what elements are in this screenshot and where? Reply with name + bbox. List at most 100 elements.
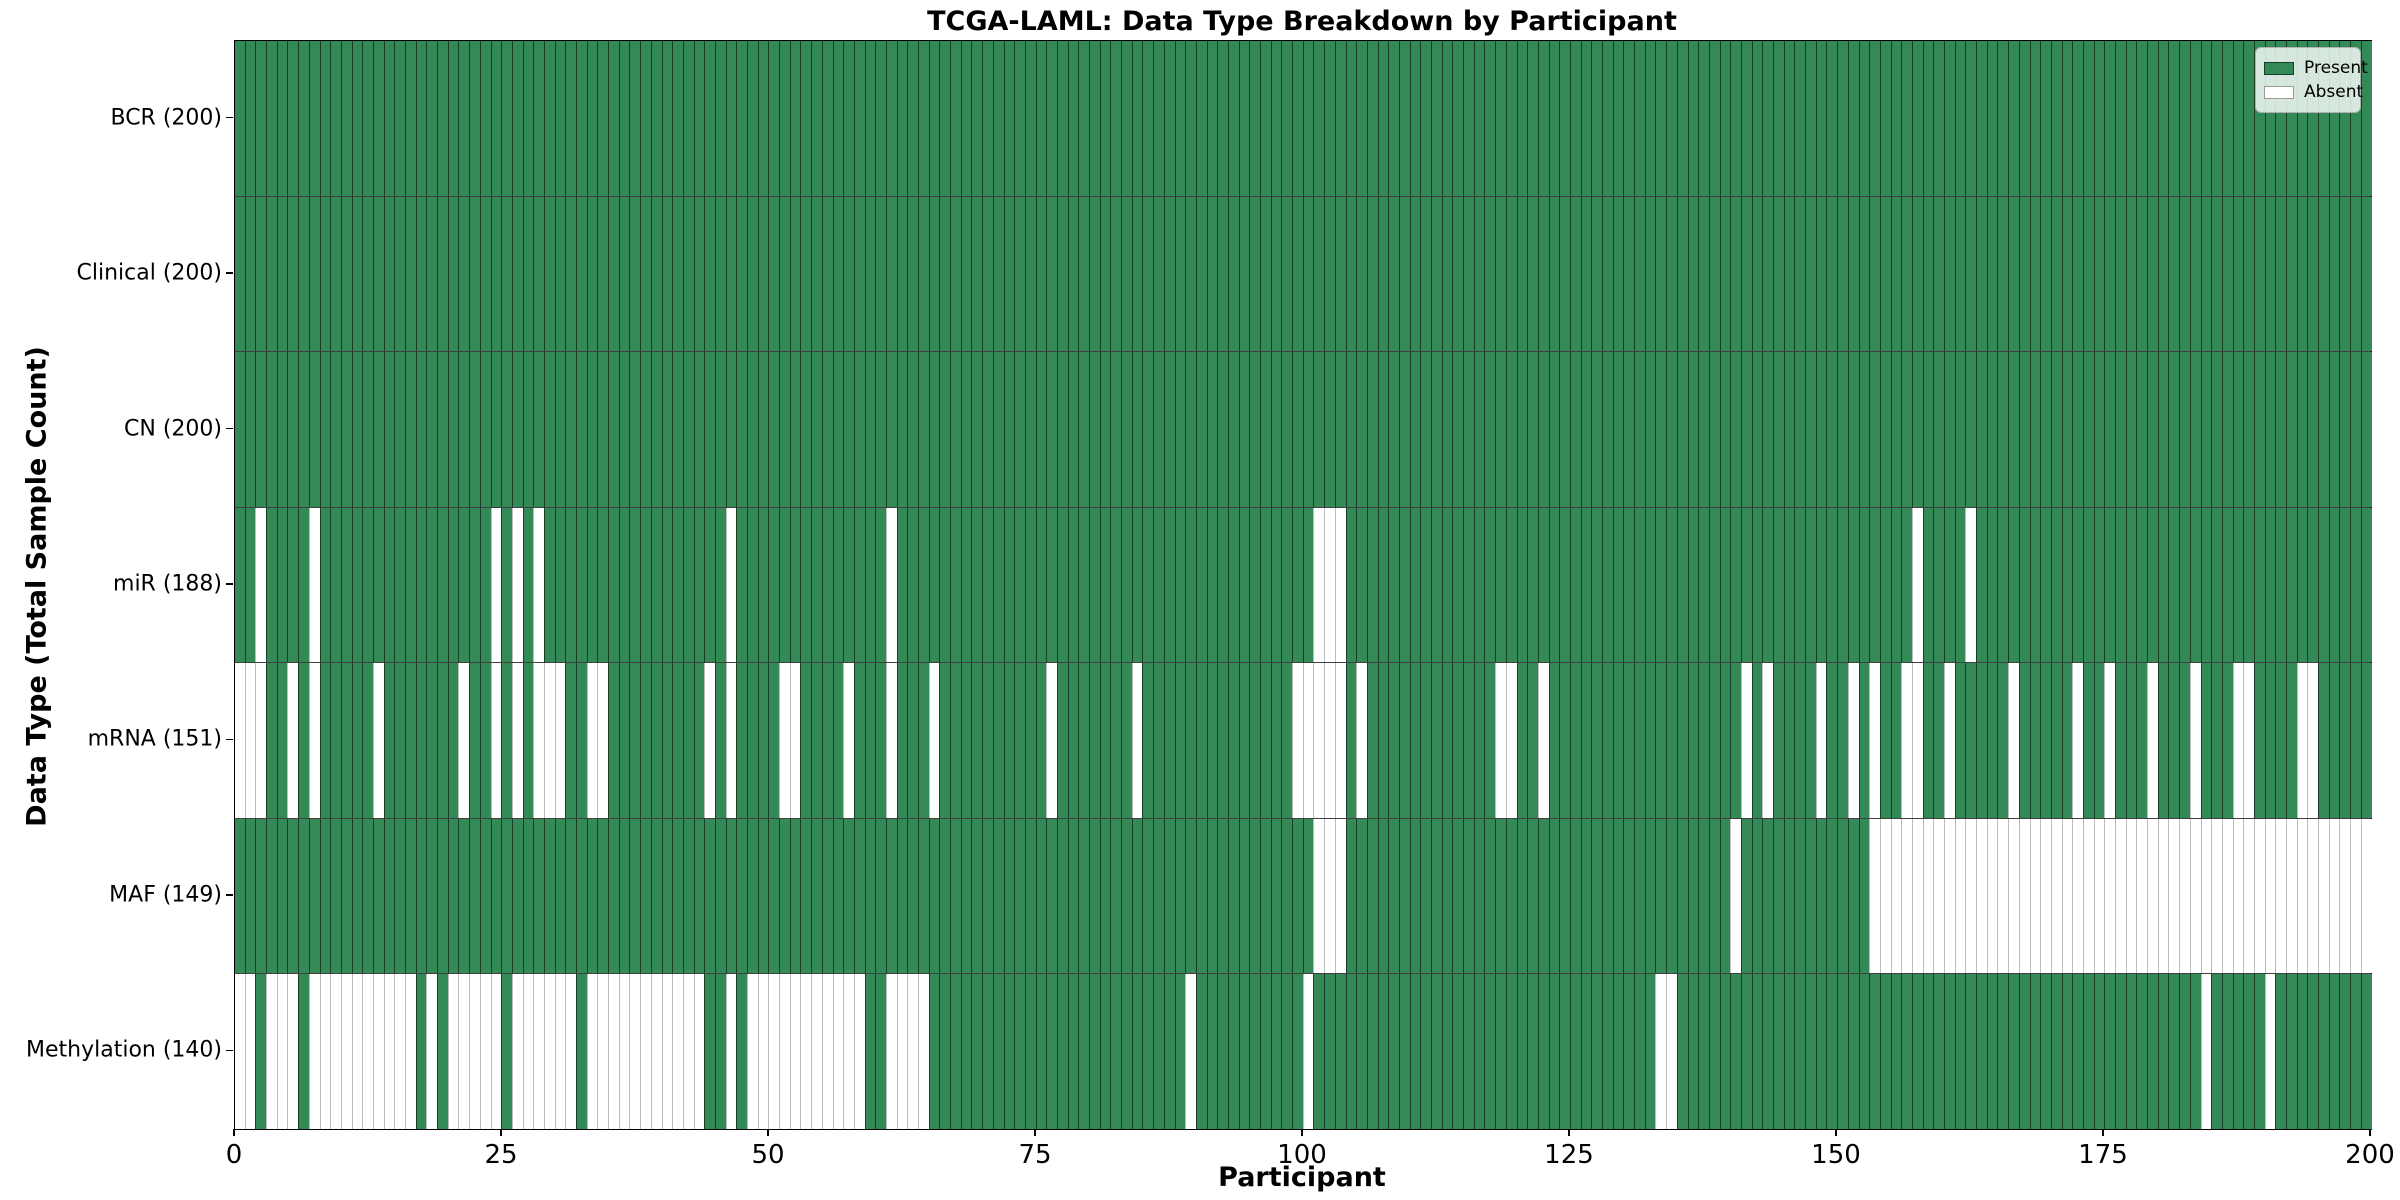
- cell-mRNA-53: [800, 663, 812, 818]
- cell-Methylation-158: [1922, 974, 1934, 1130]
- cell-miR-130: [1623, 507, 1635, 663]
- cell-CN-24: [490, 352, 502, 507]
- heatmap-row-MAF: [235, 817, 2372, 974]
- cell-MAF-163: [1976, 818, 1987, 974]
- cell-Methylation-83: [1121, 974, 1132, 1130]
- cell-CN-169: [2040, 352, 2051, 507]
- x-tick-200: [2369, 1129, 2371, 1136]
- legend-label-absent: Absent: [2304, 82, 2364, 102]
- cell-CN-28: [533, 352, 544, 507]
- cell-CN-45: [714, 352, 726, 507]
- cell-CN-55: [821, 352, 833, 507]
- cell-miR-39: [650, 507, 662, 663]
- cell-MAF-77: [1056, 818, 1068, 974]
- cell-CN-73: [1014, 352, 1025, 507]
- cell-Clinical-56: [832, 196, 844, 352]
- cell-CN-119: [1505, 352, 1517, 507]
- cell-Clinical-55: [821, 196, 833, 352]
- cell-MAF-171: [2061, 818, 2073, 974]
- cell-mRNA-103: [1334, 663, 1346, 818]
- cell-mRNA-175: [2104, 663, 2115, 818]
- cell-mRNA-82: [1110, 663, 1122, 818]
- cell-MAF-133: [1655, 818, 1667, 974]
- cell-mRNA-196: [2328, 663, 2340, 818]
- cell-CN-130: [1623, 352, 1635, 507]
- cell-MAF-111: [1420, 818, 1431, 974]
- cell-Clinical-197: [2339, 196, 2351, 352]
- cell-MAF-43: [693, 818, 705, 974]
- cell-mRNA-26: [511, 663, 523, 818]
- cell-mRNA-185: [2211, 663, 2222, 818]
- cell-Clinical-22: [469, 196, 480, 352]
- cell-MAF-170: [2050, 818, 2062, 974]
- cell-CN-196: [2328, 352, 2340, 507]
- cell-CN-113: [1441, 352, 1453, 507]
- cell-BCR-146: [1794, 41, 1806, 196]
- cell-MAF-97: [1270, 818, 1282, 974]
- cell-mRNA-129: [1612, 663, 1624, 818]
- cell-miR-143: [1762, 507, 1773, 663]
- cell-CN-173: [2082, 352, 2094, 507]
- cell-MAF-30: [554, 818, 566, 974]
- cell-miR-150: [1837, 507, 1848, 663]
- cell-Clinical-122: [1537, 196, 1549, 352]
- cell-MAF-4: [276, 818, 288, 974]
- cell-CN-195: [2318, 352, 2329, 507]
- cell-Clinical-116: [1473, 196, 1485, 352]
- cell-BCR-36: [618, 41, 630, 196]
- cell-CN-93: [1227, 352, 1239, 507]
- cell-miR-102: [1324, 507, 1335, 663]
- cell-BCR-155: [1890, 41, 1902, 196]
- cell-CN-25: [501, 352, 512, 507]
- cell-Methylation-34: [597, 974, 609, 1130]
- cell-Methylation-122: [1537, 974, 1549, 1130]
- cell-BCR-183: [2189, 41, 2201, 196]
- cell-Clinical-128: [1602, 196, 1613, 352]
- cell-Clinical-33: [586, 196, 598, 352]
- cell-Methylation-88: [1174, 974, 1186, 1130]
- cell-MAF-13: [372, 818, 384, 974]
- cell-Clinical-27: [522, 196, 534, 352]
- cell-BCR-107: [1377, 41, 1389, 196]
- cell-MAF-153: [1869, 818, 1880, 974]
- cell-miR-44: [704, 507, 715, 663]
- cell-BCR-35: [608, 41, 619, 196]
- x-tick-label-50: 50: [751, 1140, 785, 1170]
- cell-Methylation-35: [608, 974, 619, 1130]
- cell-Methylation-162: [1965, 974, 1977, 1130]
- cell-miR-69: [971, 507, 983, 663]
- cell-BCR-17: [415, 41, 427, 196]
- cell-CN-164: [1986, 352, 1998, 507]
- cell-mRNA-44: [704, 663, 715, 818]
- cell-CN-110: [1409, 352, 1421, 507]
- cell-CN-13: [372, 352, 384, 507]
- cell-Methylation-167: [2018, 974, 2030, 1130]
- cell-mRNA-43: [693, 663, 705, 818]
- cell-mRNA-157: [1911, 663, 1923, 818]
- cell-BCR-46: [725, 41, 737, 196]
- cell-miR-112: [1431, 507, 1442, 663]
- cell-mRNA-171: [2061, 663, 2073, 818]
- cell-Clinical-182: [2179, 196, 2190, 352]
- cell-Clinical-5: [287, 196, 299, 352]
- cell-Clinical-67: [950, 196, 961, 352]
- cell-Clinical-146: [1794, 196, 1806, 352]
- cell-CN-158: [1922, 352, 1934, 507]
- cell-Methylation-110: [1409, 974, 1421, 1130]
- cell-Methylation-87: [1163, 974, 1175, 1130]
- cell-CN-129: [1612, 352, 1624, 507]
- cell-BCR-77: [1056, 41, 1068, 196]
- y-tick-CN: [226, 427, 233, 430]
- x-tick-label-150: 150: [1811, 1140, 1861, 1170]
- cell-BCR-150: [1837, 41, 1848, 196]
- cell-BCR-154: [1879, 41, 1891, 196]
- cell-miR-46: [725, 507, 737, 663]
- cell-Methylation-32: [576, 974, 587, 1130]
- cell-Methylation-181: [2168, 974, 2180, 1130]
- cell-mRNA-61: [885, 663, 897, 818]
- cell-BCR-157: [1911, 41, 1923, 196]
- cell-mRNA-104: [1345, 663, 1357, 818]
- cell-Methylation-149: [1826, 974, 1838, 1130]
- cell-Clinical-36: [618, 196, 630, 352]
- plot-area: [234, 40, 2372, 1130]
